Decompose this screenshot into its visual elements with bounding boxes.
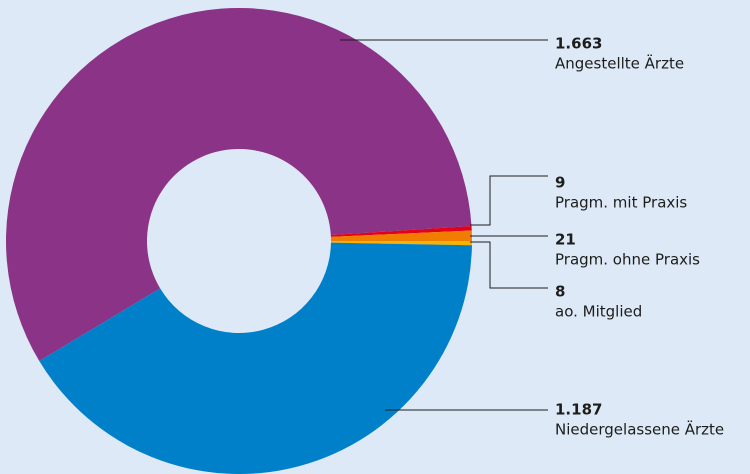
- leader-line: [470, 241, 548, 289]
- category-label: Pragm. mit Praxis: [555, 194, 687, 212]
- value-label: 1.663: [555, 35, 602, 53]
- category-label: ao. Mitglied: [555, 303, 642, 321]
- donut-slice: [330, 225, 472, 237]
- donut-slice: [39, 242, 472, 474]
- category-label: Niedergelassene Ärzte: [555, 420, 724, 439]
- leader-line: [470, 175, 548, 226]
- category-label: Angestellte Ärzte: [555, 54, 684, 73]
- donut-slice: [6, 8, 472, 362]
- category-label: Pragm. ohne Praxis: [555, 251, 700, 269]
- value-label: 8: [555, 283, 565, 301]
- value-label: 9: [555, 174, 565, 192]
- donut-slice: [330, 230, 472, 242]
- value-label: 21: [555, 231, 576, 249]
- value-label: 1.187: [555, 401, 602, 419]
- donut-slice: [330, 241, 472, 246]
